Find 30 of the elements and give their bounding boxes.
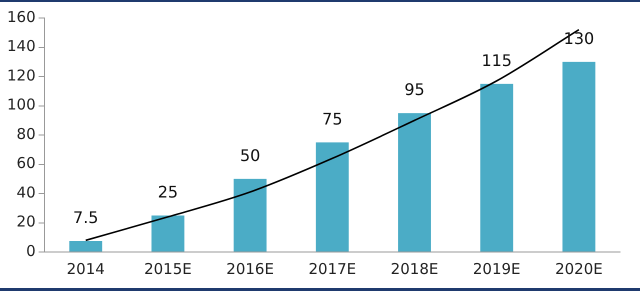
- bar: [398, 113, 431, 252]
- bar: [316, 142, 349, 252]
- y-tick-label: 40: [16, 183, 36, 202]
- bar: [151, 215, 184, 252]
- data-label: 7.5: [73, 208, 98, 228]
- x-tick-label: 2020E: [555, 260, 603, 278]
- x-tick-label: 2015E: [144, 260, 192, 278]
- y-tick-label: 120: [6, 66, 36, 84]
- x-tick-label: 2019E: [472, 260, 521, 278]
- y-tick-label: 20: [16, 212, 36, 231]
- bar: [480, 84, 514, 252]
- bar: [69, 241, 102, 252]
- x-tick-label: 2014: [66, 260, 105, 278]
- y-tick-label: 0: [26, 242, 36, 260]
- bar: [562, 62, 596, 252]
- x-tick-label: 2018E: [390, 260, 438, 278]
- data-label: 95: [404, 80, 425, 100]
- y-tick-label: 160: [6, 8, 36, 26]
- x-tick-label: 2016E: [226, 260, 274, 278]
- data-label: 50: [240, 146, 260, 166]
- bar: [234, 178, 267, 252]
- data-label: 25: [158, 182, 178, 202]
- y-tick-label: 100: [6, 96, 36, 114]
- data-label: 115: [481, 50, 512, 70]
- y-tick-label: 140: [6, 37, 36, 56]
- data-label: 130: [564, 29, 594, 48]
- data-label: 75: [322, 109, 342, 128]
- y-tick-label: 60: [16, 154, 36, 172]
- y-tick-label: 80: [16, 124, 36, 143]
- x-tick-label: 2017E: [308, 260, 356, 278]
